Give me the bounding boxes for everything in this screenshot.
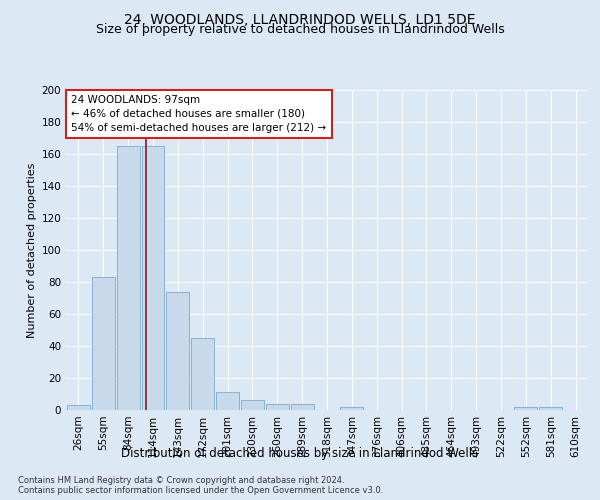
Text: 24 WOODLANDS: 97sqm
← 46% of detached houses are smaller (180)
54% of semi-detac: 24 WOODLANDS: 97sqm ← 46% of detached ho…	[71, 95, 326, 133]
Bar	[514, 407, 537, 410]
Bar	[340, 407, 363, 410]
Bar	[166, 292, 189, 410]
Bar	[142, 146, 164, 410]
Bar	[67, 405, 90, 410]
Text: Distribution of detached houses by size in Llandrindod Wells: Distribution of detached houses by size …	[121, 448, 479, 460]
Bar	[291, 404, 314, 410]
Bar	[92, 277, 115, 410]
Text: Contains HM Land Registry data © Crown copyright and database right 2024.
Contai: Contains HM Land Registry data © Crown c…	[18, 476, 383, 495]
Bar	[191, 338, 214, 410]
Text: Size of property relative to detached houses in Llandrindod Wells: Size of property relative to detached ho…	[95, 22, 505, 36]
Bar	[117, 146, 140, 410]
Y-axis label: Number of detached properties: Number of detached properties	[27, 162, 37, 338]
Text: 24, WOODLANDS, LLANDRINDOD WELLS, LD1 5DE: 24, WOODLANDS, LLANDRINDOD WELLS, LD1 5D…	[124, 12, 476, 26]
Bar	[266, 404, 289, 410]
Bar	[216, 392, 239, 410]
Bar	[241, 400, 264, 410]
Bar	[539, 407, 562, 410]
